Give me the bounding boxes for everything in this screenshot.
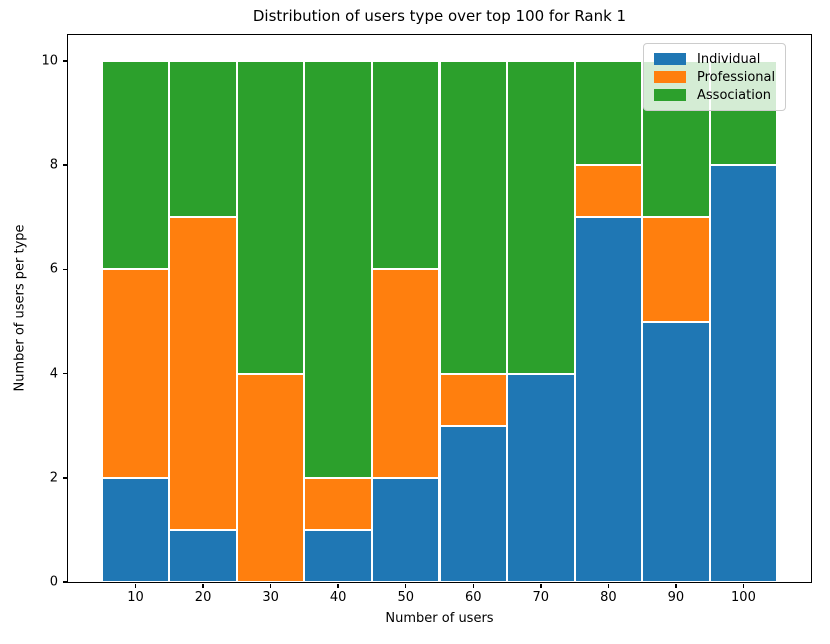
bar-segment-professional-40 — [304, 477, 372, 530]
x-tick-70 — [540, 583, 542, 588]
x-tick-label-80: 80 — [600, 590, 617, 605]
bar-segment-association-40 — [304, 61, 372, 478]
bar-segment-professional-80 — [574, 165, 643, 218]
bar-segment-association-70 — [507, 61, 575, 374]
y-tick-8 — [62, 164, 67, 166]
x-axis-label: Number of users — [385, 611, 494, 626]
bar-segment-individual-90 — [642, 321, 710, 582]
y-tick-label-8: 8 — [49, 157, 58, 173]
y-tick-label-6: 6 — [49, 261, 58, 277]
bar-segment-professional-90 — [642, 217, 710, 322]
bar-segment-individual-40 — [304, 529, 372, 582]
bar-segment-professional-10 — [101, 269, 170, 478]
bar-segment-individual-10 — [101, 477, 170, 582]
bar-segment-association-10 — [101, 61, 170, 270]
x-tick-label-10: 10 — [127, 590, 144, 605]
x-tick-label-60: 60 — [464, 590, 482, 605]
bar-segment-professional-30 — [236, 373, 305, 582]
x-tick-50 — [404, 583, 407, 588]
x-tick-100 — [742, 583, 745, 588]
legend-item-association: Association — [654, 86, 775, 104]
y-tick-label-0: 0 — [49, 574, 58, 590]
bar-segment-professional-20 — [169, 217, 237, 530]
y-tick-label-2: 2 — [49, 470, 58, 486]
bar-segment-association-50 — [371, 61, 440, 270]
x-tick-40 — [337, 583, 339, 588]
x-tick-90 — [675, 583, 677, 588]
x-tick-10 — [134, 583, 137, 588]
legend: Individual Professional Association — [643, 43, 787, 111]
x-tick-label-20: 20 — [194, 590, 212, 605]
x-tick-label-50: 50 — [397, 590, 414, 605]
bar-segment-association-80 — [574, 61, 643, 166]
bar-segment-association-60 — [439, 61, 508, 374]
x-tick-label-40: 40 — [329, 590, 347, 605]
chart-title: Distribution of users type over top 100 … — [252, 7, 627, 25]
legend-item-individual: Individual — [654, 50, 775, 68]
y-tick-0 — [62, 581, 67, 583]
legend-swatch-professional — [654, 71, 686, 83]
x-tick-80 — [607, 583, 610, 588]
x-tick-label-100: 100 — [731, 590, 756, 605]
y-axis-label: Number of users per type — [12, 224, 28, 392]
y-tick-6 — [62, 268, 67, 271]
y-tick-2 — [62, 477, 67, 479]
bar-segment-individual-80 — [574, 217, 643, 582]
y-tick-10 — [62, 60, 67, 62]
x-tick-20 — [202, 583, 204, 588]
legend-item-professional: Professional — [654, 68, 775, 86]
bar-segment-association-20 — [169, 61, 237, 218]
x-tick-label-90: 90 — [667, 590, 685, 605]
x-tick-label-70: 70 — [532, 590, 550, 605]
bar-segment-individual-100 — [709, 165, 778, 582]
x-tick-label-30: 30 — [262, 590, 279, 605]
bar-segment-professional-60 — [439, 373, 508, 426]
y-tick-4 — [62, 372, 67, 375]
bar-segment-individual-60 — [439, 425, 508, 582]
x-tick-60 — [472, 583, 475, 588]
legend-label-professional: Professional — [697, 69, 776, 85]
legend-rows: Individual Professional Association — [654, 50, 775, 104]
legend-swatch-individual — [654, 53, 686, 65]
bar-segment-individual-20 — [169, 529, 237, 582]
bar-segment-individual-50 — [371, 477, 440, 582]
x-tick-30 — [269, 583, 272, 588]
y-tick-label-4: 4 — [49, 366, 58, 382]
bar-segment-individual-70 — [507, 373, 575, 582]
legend-label-individual: Individual — [697, 51, 761, 67]
legend-label-association: Association — [697, 87, 772, 103]
bar-segment-association-30 — [236, 61, 305, 374]
bar-segment-professional-50 — [371, 269, 440, 478]
legend-swatch-association — [654, 89, 686, 101]
y-tick-label-10: 10 — [41, 53, 58, 69]
